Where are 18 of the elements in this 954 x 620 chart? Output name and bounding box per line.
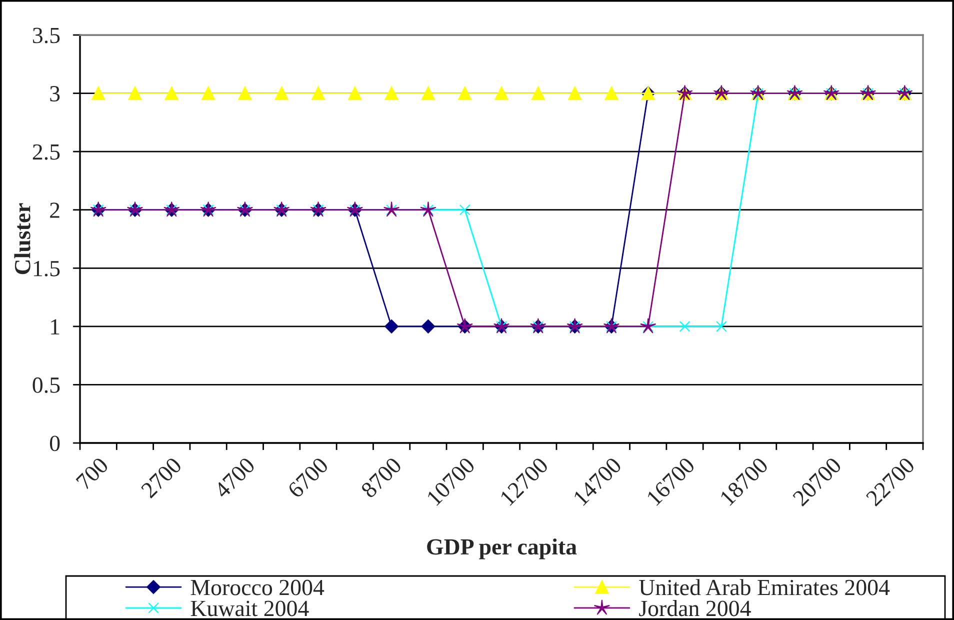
- legend-label: Morocco 2004: [190, 580, 324, 596]
- y-tick-label: 0.5: [32, 377, 60, 393]
- x-tick-label: 4700: [213, 456, 256, 499]
- legend-label: Kuwait 2004: [190, 600, 309, 616]
- x-tick-label: 6700: [286, 456, 330, 499]
- x-tick-label: 8700: [360, 456, 402, 499]
- x-tick-label: 700: [76, 456, 110, 490]
- y-tick-label: 1: [51, 319, 60, 334]
- y-tick-label: 0: [50, 436, 60, 452]
- y-tick-label: 2.5: [32, 144, 60, 160]
- y-axis-title: Cluster: [14, 203, 30, 274]
- y-tick-label: 3.5: [33, 28, 60, 44]
- legend-label: United Arab Emirates 2004: [639, 579, 890, 596]
- legend-label: Jordan 2004: [639, 600, 751, 616]
- x-axis-title: GDP per capita: [427, 538, 577, 560]
- y-tick-label: 1.5: [34, 260, 60, 276]
- y-tick-label: 2: [50, 202, 60, 218]
- y-tick-label: 3: [50, 86, 60, 102]
